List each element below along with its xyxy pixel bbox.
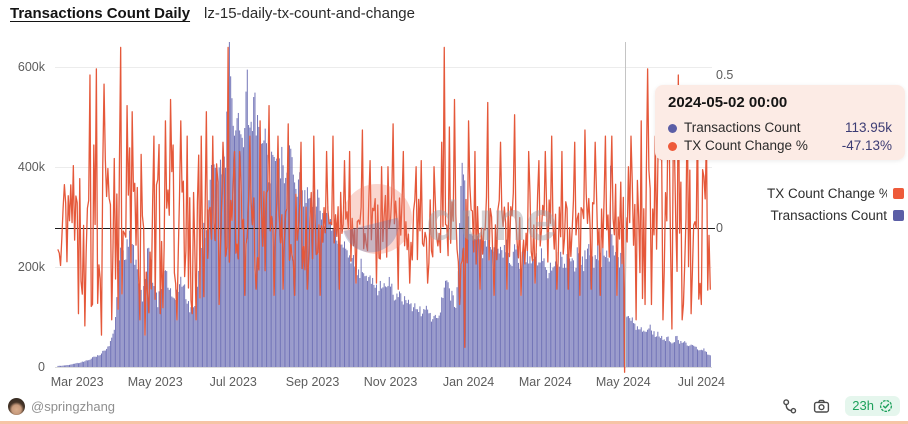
accent-bottom-border (0, 421, 908, 424)
tooltip-value: -47.13% (841, 138, 892, 153)
legend-label: TX Count Change % (767, 185, 887, 201)
x-axis-tick-label: May 2024 (595, 375, 651, 389)
tooltip-row-change: TX Count Change % -47.13% (668, 137, 892, 155)
x-axis-tick-label: Nov 2023 (363, 375, 418, 389)
x-axis-tick-label: Jan 2024 (442, 375, 495, 389)
right-y-axis-tick-label: 0 (716, 221, 723, 235)
x-axis-tick-label: Jul 2023 (209, 375, 257, 389)
report-title-link[interactable]: Transactions Count Daily (10, 5, 191, 22)
chart-legend: TX Count Change % Transactions Count (767, 182, 904, 226)
x-axis-tick-label: May 2023 (127, 375, 183, 389)
tooltip-label: Transactions Count (684, 120, 801, 135)
hover-crosshair-line (625, 42, 626, 367)
tooltip-value: 113.95k (844, 120, 892, 135)
purple-swatch-icon (893, 209, 904, 221)
y-axis-tick-label: 600k (17, 60, 45, 74)
legend-item-tx-count[interactable]: Transactions Count (767, 204, 904, 226)
x-axis-tick-label: Mar 2024 (518, 375, 572, 389)
verified-check-icon (879, 399, 893, 413)
camera-icon (814, 399, 830, 413)
screenshot-button[interactable] (813, 398, 830, 415)
header: Transactions Count Daily lz-15-daily-tx-… (10, 5, 415, 22)
orange-dot-icon (668, 141, 677, 151)
author-avatar[interactable] (8, 397, 25, 415)
chart-tooltip: 2024-05-02 00:00 Transactions Count 113.… (655, 85, 905, 160)
legend-label: Transactions Count (770, 207, 887, 223)
tooltip-date: 2024-05-02 00:00 (668, 94, 788, 111)
fork-icon (783, 398, 797, 414)
chart-plot-canvas[interactable] (55, 42, 715, 377)
y-axis-tick-label: 400k (17, 160, 45, 174)
tooltip-label: TX Count Change % (684, 138, 808, 153)
refresh-age-badge[interactable]: 23h (845, 396, 900, 416)
x-axis-tick-label: Sep 2023 (285, 375, 340, 389)
x-axis-tick-label: Mar 2023 (50, 375, 104, 389)
y-axis-tick-label: 0 (38, 360, 45, 374)
author-handle-link[interactable]: @springzhang (31, 398, 116, 414)
right-y-axis-tick-label: 0.5 (716, 68, 734, 82)
footer-actions: 23h (781, 396, 900, 416)
tooltip-row-transactions: Transactions Count 113.95k (668, 119, 892, 137)
x-axis-tick-label: Jul 2024 (677, 375, 725, 389)
refresh-age-text: 23h (852, 398, 874, 413)
fork-query-button[interactable] (781, 398, 798, 415)
orange-swatch-icon (893, 187, 904, 199)
y-axis-tick-label: 200k (17, 260, 45, 274)
footer-bar: @springzhang 23h (0, 391, 908, 421)
legend-item-tx-change[interactable]: TX Count Change % (767, 182, 904, 204)
purple-dot-icon (668, 123, 677, 133)
query-slug: lz-15-daily-tx-count-and-change (204, 5, 415, 22)
